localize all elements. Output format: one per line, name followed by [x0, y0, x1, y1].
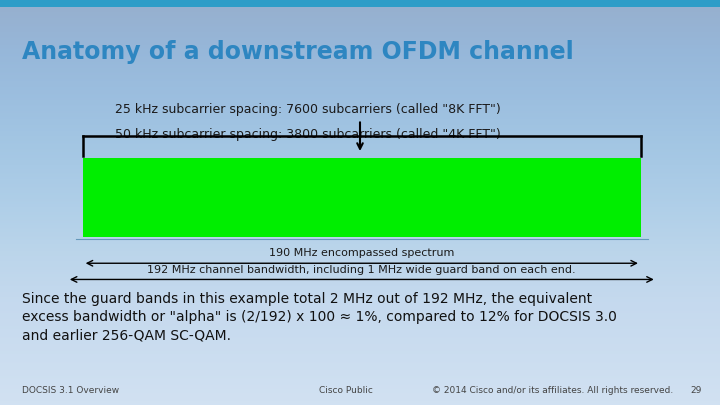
- Text: Anatomy of a downstream OFDM channel: Anatomy of a downstream OFDM channel: [22, 40, 573, 64]
- Text: 29: 29: [690, 386, 702, 395]
- Text: 50 kHz subcarrier spacing: 3800 subcarriers (called "4K FFT"): 50 kHz subcarrier spacing: 3800 subcarri…: [115, 128, 501, 141]
- Bar: [83, 158, 641, 237]
- Text: 25 kHz subcarrier spacing: 7600 subcarriers (called "8K FFT"): 25 kHz subcarrier spacing: 7600 subcarri…: [115, 103, 501, 116]
- Text: Cisco Public: Cisco Public: [319, 386, 372, 395]
- Text: © 2014 Cisco and/or its affiliates. All rights reserved.: © 2014 Cisco and/or its affiliates. All …: [432, 386, 673, 395]
- Bar: [0, 0, 720, 7]
- Text: 192 MHz channel bandwidth, including 1 MHz wide guard band on each end.: 192 MHz channel bandwidth, including 1 M…: [148, 264, 576, 275]
- Text: DOCSIS 3.1 Overview: DOCSIS 3.1 Overview: [22, 386, 119, 395]
- Text: Since the guard bands in this example total 2 MHz out of 192 MHz, the equivalent: Since the guard bands in this example to…: [22, 292, 616, 342]
- Text: 190 MHz encompassed spectrum: 190 MHz encompassed spectrum: [269, 248, 454, 258]
